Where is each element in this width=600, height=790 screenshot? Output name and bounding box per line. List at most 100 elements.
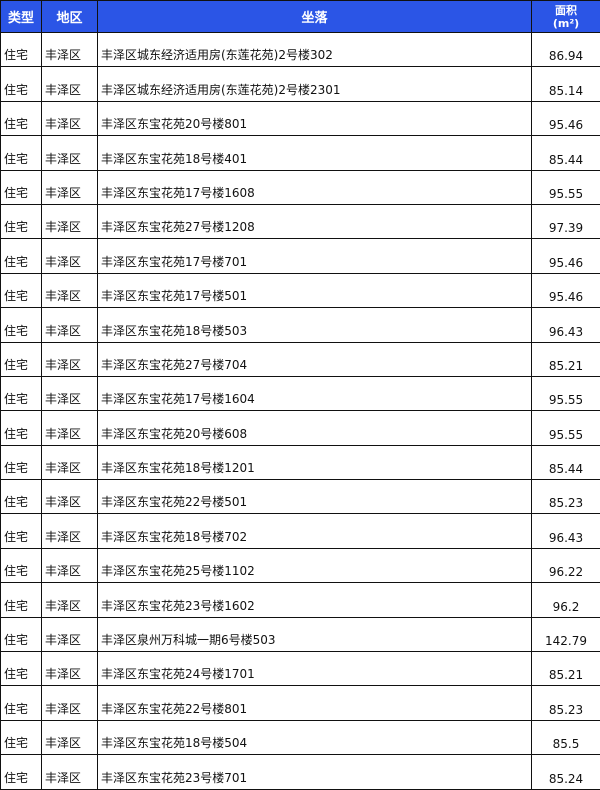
cell-area: 85.5 [532, 720, 600, 754]
cell-area: 85.21 [532, 342, 600, 376]
cell-area: 95.46 [532, 101, 600, 135]
cell-location: 丰泽区东宝花苑23号楼1602 [98, 583, 532, 617]
cell-district: 丰泽区 [42, 342, 98, 376]
cell-type: 住宅 [1, 548, 42, 582]
cell-area: 85.23 [532, 686, 600, 720]
cell-district: 丰泽区 [42, 204, 98, 238]
cell-type: 住宅 [1, 583, 42, 617]
cell-location: 丰泽区城东经济适用房(东莲花苑)2号楼302 [98, 33, 532, 67]
cell-type: 住宅 [1, 652, 42, 686]
header-row: 类型 地区 坐落 面积(m²) [1, 1, 600, 33]
cell-location: 丰泽区城东经济适用房(东莲花苑)2号楼2301 [98, 67, 532, 101]
cell-type: 住宅 [1, 342, 42, 376]
cell-type: 住宅 [1, 686, 42, 720]
cell-location: 丰泽区泉州万科城一期6号楼503 [98, 617, 532, 651]
cell-area: 85.14 [532, 67, 600, 101]
cell-type: 住宅 [1, 136, 42, 170]
cell-area: 95.46 [532, 273, 600, 307]
cell-district: 丰泽区 [42, 273, 98, 307]
cell-area: 85.23 [532, 480, 600, 514]
cell-location: 丰泽区东宝花苑22号楼801 [98, 686, 532, 720]
cell-area: 95.55 [532, 376, 600, 410]
cell-area: 95.55 [532, 411, 600, 445]
cell-district: 丰泽区 [42, 239, 98, 273]
cell-location: 丰泽区东宝花苑17号楼1608 [98, 170, 532, 204]
cell-location: 丰泽区东宝花苑20号楼608 [98, 411, 532, 445]
cell-type: 住宅 [1, 720, 42, 754]
cell-location: 丰泽区东宝花苑18号楼1201 [98, 445, 532, 479]
cell-type: 住宅 [1, 239, 42, 273]
cell-area: 85.21 [532, 652, 600, 686]
cell-area: 85.44 [532, 136, 600, 170]
cell-location: 丰泽区东宝花苑17号楼501 [98, 273, 532, 307]
cell-type: 住宅 [1, 411, 42, 445]
cell-area: 142.79 [532, 617, 600, 651]
cell-area: 95.55 [532, 170, 600, 204]
cell-type: 住宅 [1, 445, 42, 479]
cell-district: 丰泽区 [42, 170, 98, 204]
cell-district: 丰泽区 [42, 720, 98, 754]
cell-district: 丰泽区 [42, 33, 98, 67]
cell-area: 96.2 [532, 583, 600, 617]
cell-type: 住宅 [1, 376, 42, 410]
cell-type: 住宅 [1, 480, 42, 514]
header-area-unit: (m²) [553, 17, 579, 30]
cell-area: 96.43 [532, 514, 600, 548]
cell-area: 96.22 [532, 548, 600, 582]
cell-location: 丰泽区东宝花苑25号楼1102 [98, 548, 532, 582]
header-area: 面积(m²) [532, 1, 600, 33]
header-type: 类型 [1, 1, 42, 33]
cell-type: 住宅 [1, 755, 42, 789]
cell-location: 丰泽区东宝花苑18号楼401 [98, 136, 532, 170]
cell-district: 丰泽区 [42, 308, 98, 342]
cell-location: 丰泽区东宝花苑18号楼702 [98, 514, 532, 548]
cell-district: 丰泽区 [42, 583, 98, 617]
header-area-label: 面积 [555, 4, 577, 17]
cell-area: 85.44 [532, 445, 600, 479]
cell-location: 丰泽区东宝花苑27号楼704 [98, 342, 532, 376]
cell-location: 丰泽区东宝花苑18号楼503 [98, 308, 532, 342]
cell-district: 丰泽区 [42, 652, 98, 686]
header-district: 地区 [42, 1, 98, 33]
cell-area: 86.94 [532, 33, 600, 67]
cell-district: 丰泽区 [42, 376, 98, 410]
cell-type: 住宅 [1, 617, 42, 651]
cell-area: 97.39 [532, 204, 600, 238]
cell-location: 丰泽区东宝花苑20号楼801 [98, 101, 532, 135]
cell-district: 丰泽区 [42, 617, 98, 651]
cell-type: 住宅 [1, 514, 42, 548]
cell-district: 丰泽区 [42, 67, 98, 101]
cell-type: 住宅 [1, 33, 42, 67]
cell-district: 丰泽区 [42, 136, 98, 170]
cell-district: 丰泽区 [42, 101, 98, 135]
cell-location: 丰泽区东宝花苑18号楼504 [98, 720, 532, 754]
cell-location: 丰泽区东宝花苑17号楼1604 [98, 376, 532, 410]
header-location: 坐落 [98, 1, 532, 33]
cell-district: 丰泽区 [42, 755, 98, 789]
cell-area: 96.43 [532, 308, 600, 342]
cell-location: 丰泽区东宝花苑23号楼701 [98, 755, 532, 789]
cell-area: 95.46 [532, 239, 600, 273]
cell-type: 住宅 [1, 170, 42, 204]
